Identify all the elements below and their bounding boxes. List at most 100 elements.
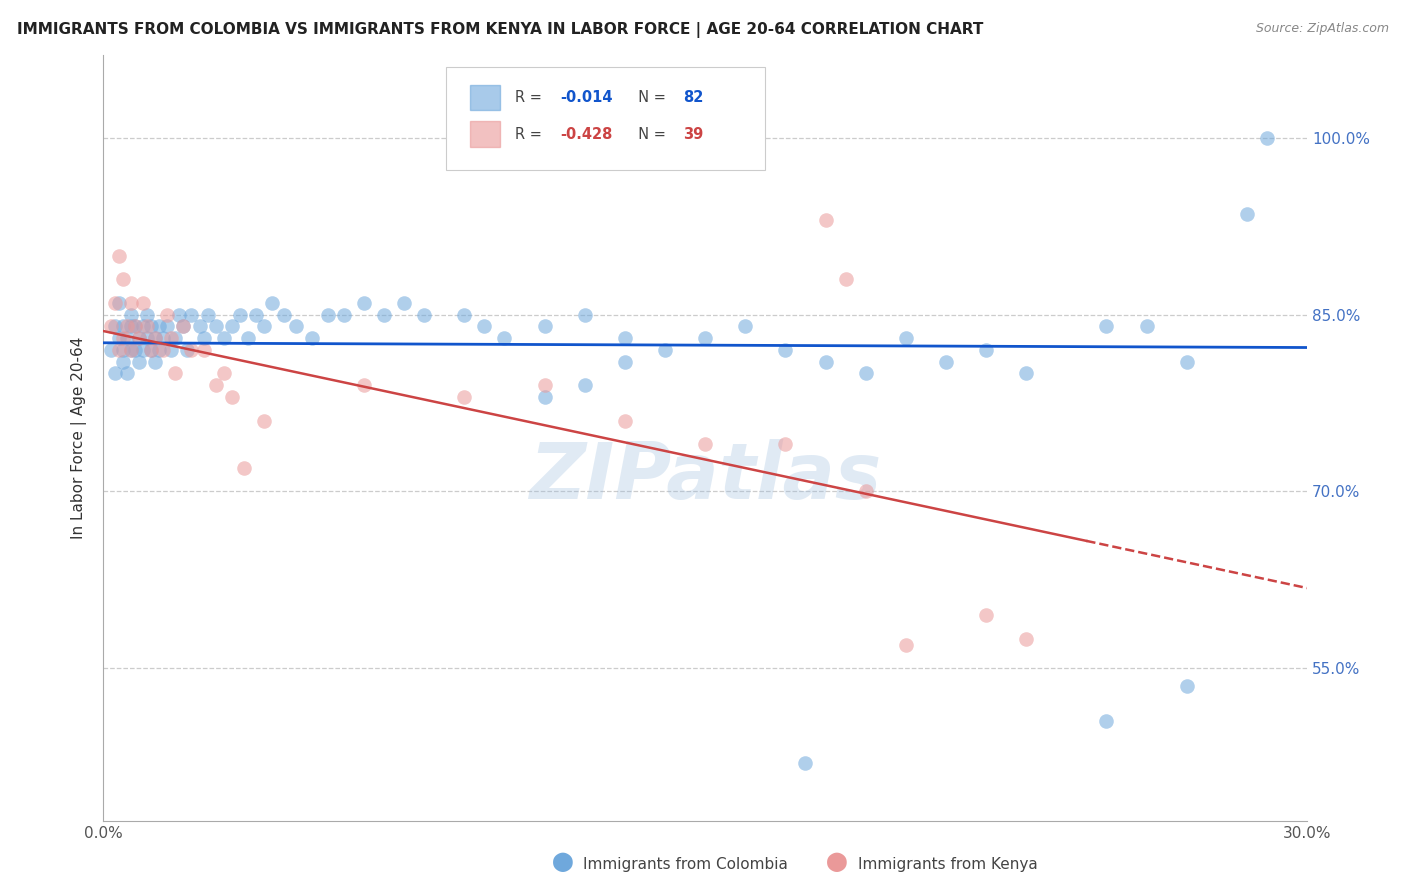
Point: [120, 319, 142, 334]
Text: ZIPatlas: ZIPatlas: [529, 439, 882, 515]
Point: [128, 331, 150, 345]
Point: [1015, 367, 1038, 381]
Point: [120, 343, 142, 357]
Text: IMMIGRANTS FROM COLOMBIA VS IMMIGRANTS FROM KENYA IN LABOR FORCE | AGE 20-64 COR: IMMIGRANTS FROM COLOMBIA VS IMMIGRANTS F…: [17, 22, 983, 38]
Point: [695, 331, 717, 345]
Point: [156, 319, 179, 334]
Point: [794, 756, 817, 770]
Point: [204, 319, 226, 334]
Point: [613, 354, 636, 368]
Point: [132, 295, 155, 310]
Point: [136, 319, 159, 334]
Point: [814, 213, 837, 227]
Point: [104, 367, 127, 381]
Point: [145, 331, 167, 345]
Point: [172, 319, 194, 334]
Point: [1015, 632, 1038, 646]
FancyBboxPatch shape: [446, 67, 765, 170]
Point: [160, 331, 183, 345]
Point: [124, 343, 146, 357]
Point: [124, 319, 146, 334]
Text: N =: N =: [630, 127, 671, 142]
Point: [132, 319, 155, 334]
Text: 82: 82: [683, 90, 704, 104]
Point: [152, 343, 174, 357]
Point: [148, 319, 170, 334]
Point: [273, 308, 295, 322]
Point: [574, 308, 596, 322]
Point: [141, 343, 163, 357]
Point: [145, 331, 167, 345]
Point: [613, 414, 636, 428]
Point: [494, 331, 516, 345]
Point: [253, 319, 276, 334]
Text: Source: ZipAtlas.com: Source: ZipAtlas.com: [1256, 22, 1389, 36]
Point: [117, 319, 139, 334]
Point: [176, 343, 198, 357]
Point: [245, 308, 267, 322]
Text: R =: R =: [515, 90, 547, 104]
Point: [124, 319, 146, 334]
Point: [128, 354, 150, 368]
Point: [120, 343, 142, 357]
Point: [141, 319, 163, 334]
Point: [353, 378, 375, 392]
Point: [112, 343, 135, 357]
Point: [221, 390, 243, 404]
Point: [197, 308, 219, 322]
Point: [112, 331, 135, 345]
Point: [1095, 714, 1118, 729]
Point: [117, 331, 139, 345]
Point: [260, 295, 283, 310]
Text: N =: N =: [630, 90, 671, 104]
Point: [160, 343, 183, 357]
Point: [165, 331, 187, 345]
Point: [253, 414, 276, 428]
Point: [221, 319, 243, 334]
Point: [180, 343, 202, 357]
Point: [392, 295, 415, 310]
Point: [654, 343, 676, 357]
Point: [974, 343, 997, 357]
Point: [301, 331, 323, 345]
Point: [855, 484, 877, 499]
Point: [1175, 679, 1198, 693]
Point: [236, 331, 259, 345]
Point: [894, 638, 917, 652]
Text: Immigrants from Kenya: Immigrants from Kenya: [858, 857, 1038, 872]
Point: [212, 331, 235, 345]
Point: [204, 378, 226, 392]
Point: [100, 319, 122, 334]
Point: [453, 390, 475, 404]
Point: [165, 367, 187, 381]
Point: [104, 295, 127, 310]
Point: [574, 378, 596, 392]
Point: [117, 367, 139, 381]
Point: [284, 319, 307, 334]
Text: 39: 39: [683, 127, 704, 142]
Text: Immigrants from Colombia: Immigrants from Colombia: [583, 857, 789, 872]
Point: [136, 331, 159, 345]
Point: [172, 319, 194, 334]
Text: ⬤: ⬤: [825, 853, 848, 872]
Bar: [471, 85, 501, 110]
Point: [1236, 207, 1258, 221]
Y-axis label: In Labor Force | Age 20-64: In Labor Force | Age 20-64: [72, 337, 87, 540]
Point: [834, 272, 856, 286]
Point: [180, 308, 202, 322]
Text: R =: R =: [515, 127, 547, 142]
Point: [148, 343, 170, 357]
Point: [112, 354, 135, 368]
Point: [316, 308, 339, 322]
Point: [212, 367, 235, 381]
Text: -0.014: -0.014: [561, 90, 613, 104]
Point: [112, 272, 135, 286]
Point: [145, 354, 167, 368]
Text: ⬤: ⬤: [551, 853, 574, 872]
Point: [533, 319, 555, 334]
Point: [108, 295, 131, 310]
Point: [814, 354, 837, 368]
Point: [193, 343, 215, 357]
Point: [136, 308, 159, 322]
Point: [974, 608, 997, 623]
